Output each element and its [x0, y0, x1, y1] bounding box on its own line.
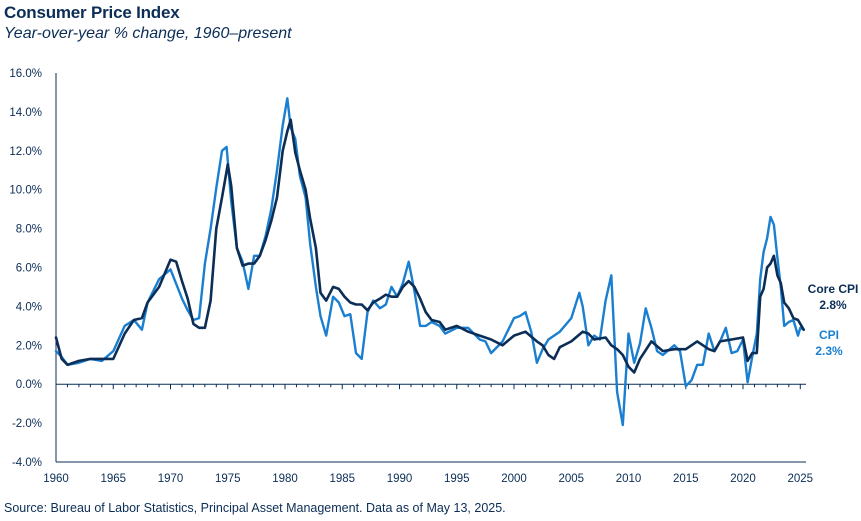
y-tick-label: 6.0% [16, 263, 42, 275]
chart-title: Consumer Price Index [4, 3, 180, 22]
y-tick-label: 14.0% [9, 107, 42, 119]
source-note: Source: Bureau of Labor Statistics, Prin… [4, 501, 506, 515]
x-tick-label: 1965 [100, 473, 126, 485]
x-tick-label: 2025 [787, 473, 813, 485]
y-tick-label: 4.0% [16, 301, 42, 313]
y-tick-label: 10.0% [9, 185, 42, 197]
plot-area [54, 97, 806, 427]
y-tick-label: 16.0% [9, 68, 42, 80]
x-tick-label: 2005 [558, 473, 584, 485]
x-tick-label: 1960 [43, 473, 69, 485]
x-tick-label: 1970 [158, 473, 184, 485]
y-tick-label: 2.0% [16, 340, 42, 352]
x-tick-label: 1975 [215, 473, 241, 485]
core-cpi-value-label: 2.8% [819, 298, 847, 312]
y-axis: -4.0% -2.0% 0.0% 2.0% 4.0% 6.0% 8.0% 10.0% 12.0%… [9, 68, 42, 469]
y-tick-label: -4.0% [12, 457, 42, 469]
y-tick-label: 0.0% [16, 379, 42, 391]
x-tick-label: 2020 [730, 473, 756, 485]
x-axis: 1960 1965 1970 1975 1980 1985 1990 1995 2000 2005… [43, 73, 813, 485]
core-cpi-series-line [54, 118, 806, 374]
x-tick-label: 2000 [501, 473, 527, 485]
x-tick-label: 1985 [329, 473, 355, 485]
cpi-label: CPI [819, 328, 839, 342]
y-tick-label: 12.0% [9, 146, 42, 158]
chart-subtitle: Year-over-year % change, 1960–present [4, 25, 292, 42]
y-tick-label: 8.0% [16, 224, 42, 236]
series-end-labels: Core CPI 2.8% CPI 2.3% [808, 282, 859, 358]
x-tick-label: 1980 [272, 473, 298, 485]
core-cpi-label: Core CPI [808, 282, 859, 296]
x-tick-label: 2010 [616, 473, 642, 485]
x-tick-label: 1990 [387, 473, 413, 485]
y-tick-label: -2.0% [12, 418, 42, 430]
cpi-series-line [54, 97, 805, 427]
x-tick-label: 2015 [673, 473, 699, 485]
x-tick-label: 1995 [444, 473, 470, 485]
cpi-value-label: 2.3% [815, 344, 843, 358]
